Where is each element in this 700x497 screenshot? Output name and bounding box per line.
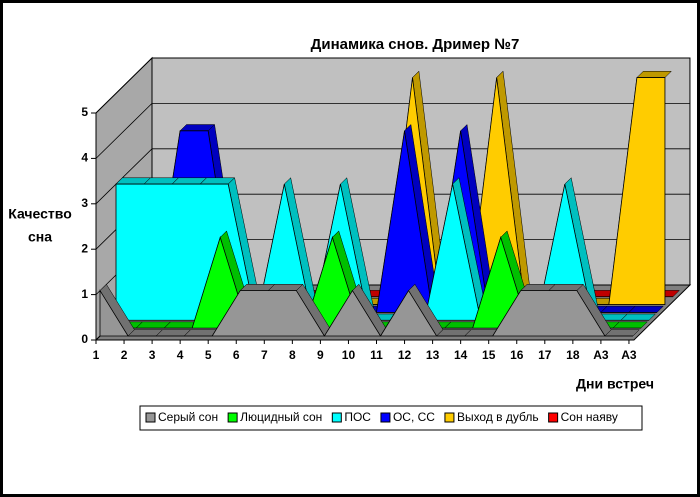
y-tick-label: 1 [81, 287, 88, 301]
grid-line [95, 57, 690, 114]
x-tick-label: 8 [289, 348, 296, 362]
area-top [628, 305, 664, 313]
x-tick-label: 17 [538, 348, 552, 362]
area [99, 289, 633, 337]
legend-swatch [227, 412, 238, 423]
x-tick-label: 12 [398, 348, 412, 362]
x-tick-label: 5 [205, 348, 212, 362]
x-tick-label: А3 [593, 348, 609, 362]
legend-swatch [548, 412, 559, 423]
area-top [604, 329, 640, 337]
x-tick-label: 3 [149, 348, 156, 362]
x-tick-label: 9 [317, 348, 324, 362]
legend-label: ПОС [344, 410, 371, 424]
x-tick-label: 14 [454, 348, 468, 362]
x-tick-label: А3 [621, 348, 637, 362]
x-tick-label: 18 [566, 348, 580, 362]
area-top [620, 313, 656, 321]
y-tick-label: 0 [81, 332, 88, 346]
y-tick-label: 3 [81, 196, 88, 210]
legend-items: Серый сон Люцидный сон ПОС ОС, СС Выход в ду… [145, 410, 618, 424]
x-tick-label: 7 [261, 348, 268, 362]
x-tick-label: 4 [177, 348, 184, 362]
y-tick-label: 2 [81, 241, 88, 255]
legend-swatch [331, 412, 342, 423]
x-tick-label: 2 [121, 348, 128, 362]
x-tick-label: 6 [233, 348, 240, 362]
x-tick-label: 16 [510, 348, 524, 362]
y-axis-label: сна [28, 229, 52, 245]
legend-label: Сон наяву [561, 410, 618, 424]
legend-label: Выход в дубль [457, 410, 539, 424]
chart-title: Динамика снов. Дример №7 [311, 36, 520, 53]
y-axis-label: Качество [8, 206, 72, 222]
legend [139, 405, 643, 431]
legend-swatch [145, 412, 156, 423]
legend-swatch [380, 412, 391, 423]
area-top [612, 321, 648, 329]
x-axis-label: Дни встреч [576, 376, 654, 392]
x-tick-label: 13 [426, 348, 440, 362]
legend-label: ОС, СС [393, 410, 435, 424]
grid-line [95, 103, 690, 159]
x-tick-label: 10 [342, 348, 356, 362]
y-tick-label: 4 [81, 151, 88, 165]
area-top [636, 71, 672, 78]
legend-label: Серый сон [158, 410, 218, 424]
x-tick-label: 11 [370, 348, 383, 362]
legend-label: Люцидный сон [240, 410, 322, 424]
legend-swatch [444, 412, 455, 423]
y-tick-label: 5 [81, 105, 88, 119]
x-tick-label: 1 [93, 348, 100, 362]
x-tick-label: 15 [482, 348, 496, 362]
